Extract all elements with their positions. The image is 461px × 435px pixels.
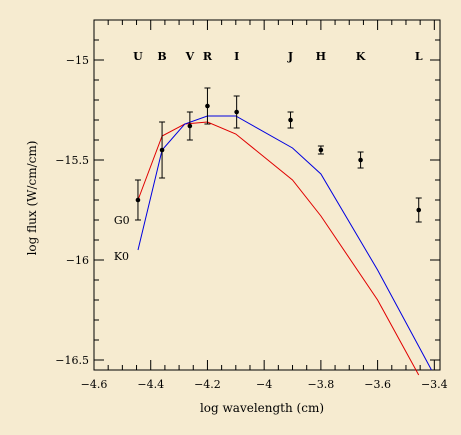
y-tick-label: −15: [66, 54, 89, 67]
point-marker: [205, 103, 210, 109]
y-axis-label: log flux (W/cm/cm): [25, 141, 39, 256]
model-curves: [137, 115, 432, 376]
band-label: I: [234, 50, 239, 63]
x-tick-label: −3.6: [364, 378, 391, 391]
x-tick-label: −4.2: [194, 378, 221, 391]
band-label: R: [203, 50, 213, 63]
axis-ticks: [93, 20, 440, 370]
band-label: L: [415, 50, 423, 63]
x-tick-labels: −4.6 −4.4 −4.2 −4 −3.8 −3.6 −3.4: [81, 378, 448, 391]
x-tick-label: −4: [256, 378, 272, 391]
x-tick-label: −3.4: [421, 378, 448, 391]
plot-frame: [93, 19, 441, 371]
series-G0-line: [137, 121, 420, 376]
point-marker: [318, 147, 324, 153]
band-label: B: [157, 50, 166, 63]
point-marker: [159, 147, 165, 153]
data-point: [134, 179, 141, 221]
y-tick-label: −16: [66, 254, 89, 267]
x-axis-label: log wavelength (cm): [200, 401, 324, 415]
y-tick-labels: −15 −15.5 −16 −16.5: [55, 54, 89, 367]
band-label: V: [185, 50, 195, 63]
series-label: G0: [114, 214, 130, 227]
data-point: [317, 145, 324, 155]
data-point: [287, 111, 294, 129]
x-tick-label: −3.8: [308, 378, 335, 391]
band-label: H: [316, 50, 326, 63]
data-point: [357, 151, 364, 169]
series-label: K0: [114, 250, 129, 263]
observed-points: [134, 87, 422, 223]
band-label: U: [133, 50, 143, 63]
band-label: K: [356, 50, 366, 63]
point-marker: [187, 123, 193, 129]
point-marker: [135, 197, 141, 203]
point-marker: [358, 157, 363, 163]
point-marker: [234, 109, 239, 115]
y-tick-label: −15.5: [55, 154, 89, 167]
data-point: [204, 87, 211, 125]
data-point: [159, 121, 166, 179]
y-tick-label: −16.5: [55, 354, 89, 367]
data-point: [186, 111, 193, 141]
x-tick-label: −4.4: [137, 378, 164, 391]
point-marker: [288, 117, 293, 123]
data-point: [415, 197, 422, 223]
point-marker: [416, 207, 422, 213]
data-point: [233, 95, 240, 129]
series-labels: G0 K0: [114, 214, 130, 263]
x-tick-label: −4.6: [81, 378, 108, 391]
series-K0-line: [137, 115, 432, 371]
band-label: J: [287, 50, 293, 63]
